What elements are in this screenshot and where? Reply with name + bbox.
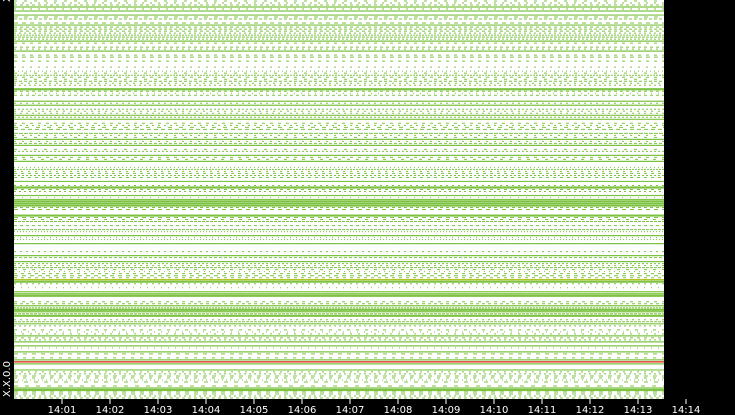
x-tick-label: 14:12 [576,405,605,415]
x-tick-label: 14:10 [480,405,509,415]
heat-lines [14,0,664,399]
x-tick-label: 14:14 [672,405,701,415]
x-tick-label: 14:01 [48,405,77,415]
x-tick-label: 14:03 [144,405,173,415]
x-tick-label: 14:13 [624,405,653,415]
x-tick-label: 14:11 [528,405,557,415]
x-tick-label: 14:02 [96,405,125,415]
y-tick-label: X.X.255.255 [2,0,13,2]
x-tick-label: 14:08 [384,405,413,415]
x-tick-label: 14:04 [192,405,221,415]
x-tick-label: 14:06 [288,405,317,415]
y-tick-label: X.X.0.0 [2,361,13,397]
x-tick-label: 14:05 [240,405,269,415]
x-tick-label: 14:09 [432,405,461,415]
y-axis: X.X.0.0 X.X.255.255 [2,0,13,397]
x-tick-label: 14:07 [336,405,365,415]
x-axis: 14:01 14:02 14:03 14:04 14:05 14:06 14:07 14:08… [48,399,701,415]
